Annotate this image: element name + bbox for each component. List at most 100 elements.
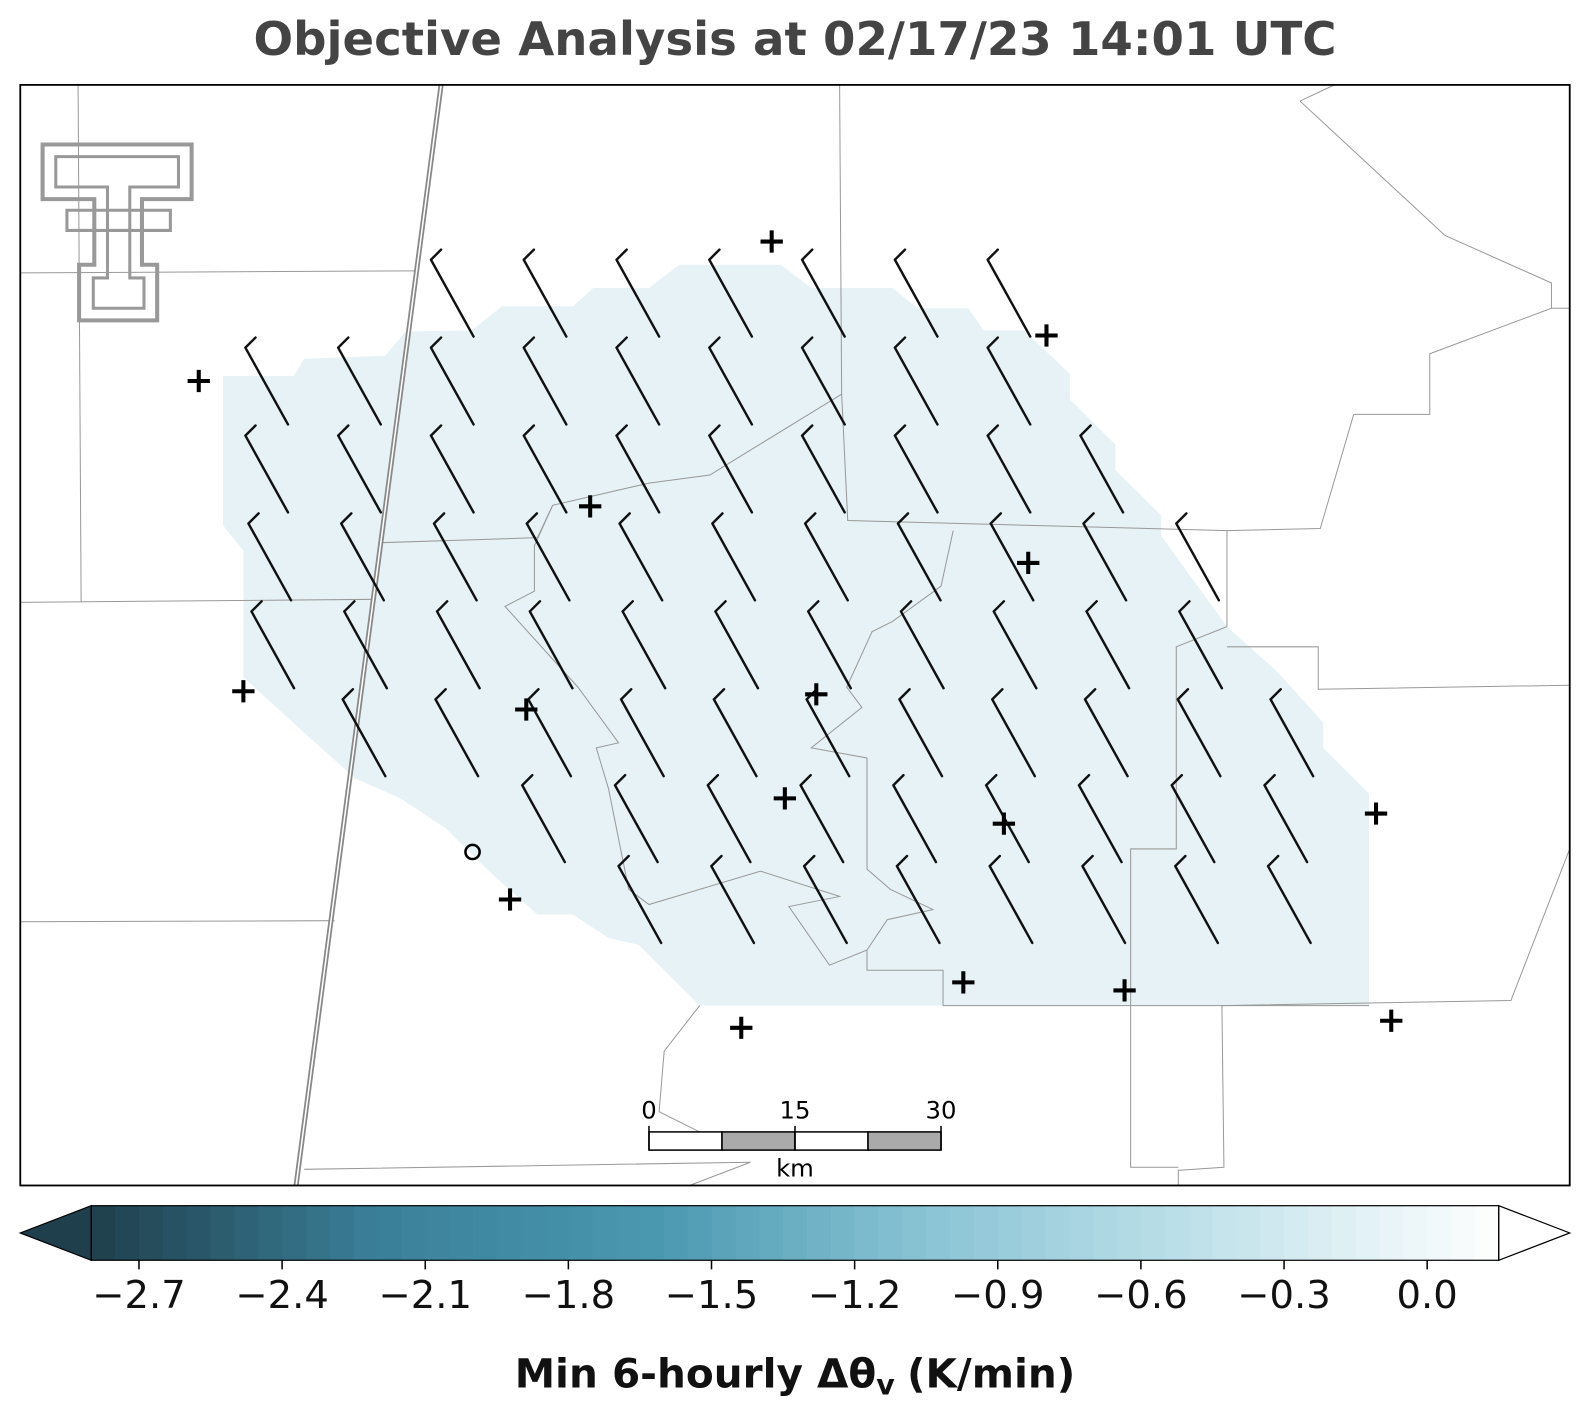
scale-segment [721, 1131, 796, 1151]
label-main: Min 6-hourly Δθ [515, 1350, 877, 1398]
scale-unit: km [776, 1153, 814, 1182]
scale-tick-label: 0 [641, 1096, 656, 1125]
colorbar-segment [1093, 1205, 1118, 1261]
colorbar-segment [1284, 1205, 1309, 1261]
colorbar-segment [282, 1205, 307, 1261]
colorbar-segment [830, 1205, 856, 1261]
station-marker [498, 888, 522, 911]
colorbar-segment [305, 1205, 331, 1261]
wind-barb [522, 248, 568, 338]
colorbar-segment [329, 1205, 355, 1261]
wind-barb [989, 512, 1035, 602]
colorbar-segment [997, 1205, 1023, 1261]
colorbar-segment [854, 1205, 880, 1261]
wind-barb [1085, 600, 1131, 690]
colorbar-segment [616, 1205, 641, 1261]
map-area [19, 83, 1571, 1187]
colorbar-segment [1188, 1205, 1214, 1261]
wind-barb [1082, 512, 1128, 602]
wind-barb [988, 854, 1034, 945]
station-marker [773, 787, 797, 810]
wind-barb [714, 600, 760, 690]
wind-barb [800, 424, 846, 514]
colorbar-segment [926, 1205, 951, 1261]
wind-barb [619, 688, 665, 778]
colorbar-segment [950, 1205, 975, 1261]
wind-barb [893, 336, 939, 426]
wind-barb [806, 600, 852, 690]
wind-barb [899, 600, 945, 690]
colorbar-segment [472, 1205, 498, 1261]
colorbar-segment [1379, 1205, 1404, 1261]
colorbar-segment [1236, 1205, 1261, 1261]
wind-barb [800, 248, 846, 338]
wind-barb [336, 424, 382, 514]
wind-barb [615, 424, 661, 514]
colorbar-segment [449, 1205, 474, 1261]
colorbar-segment [878, 1205, 903, 1261]
station-marker [992, 812, 1016, 835]
colorbar-segment [138, 1205, 164, 1261]
colorbar-segment [806, 1205, 832, 1261]
colorbar-tick-label: −0.9 [951, 1273, 1045, 1318]
colorbar-segment [1045, 1205, 1070, 1261]
colorbar-segment [1212, 1205, 1237, 1261]
wind-barb [986, 424, 1032, 514]
colorbar-segment [401, 1205, 426, 1261]
station-marker [1113, 979, 1136, 1002]
colorbar-extend-high [1498, 1204, 1572, 1262]
wind-barb [1269, 688, 1315, 778]
station-marker [515, 698, 538, 721]
colorbar-segment [711, 1205, 736, 1261]
colorbar-segment [353, 1205, 379, 1261]
colorbar-segment [234, 1205, 259, 1261]
wind-barb [522, 424, 568, 514]
wind-barb [613, 773, 659, 864]
wind-barb [618, 512, 664, 602]
colorbar-segment [258, 1205, 283, 1261]
colorbar-segment [1164, 1205, 1190, 1261]
colorbar-segment [377, 1205, 402, 1261]
scale-segment [648, 1131, 723, 1151]
colorbar-segment [425, 1205, 450, 1261]
colorbar-segment [568, 1205, 593, 1261]
colorbar-tick-label: −0.6 [1094, 1273, 1188, 1318]
wind-barb [712, 688, 758, 778]
colorbar-segment [115, 1205, 140, 1261]
wind-barb [617, 854, 663, 945]
wind-barb [525, 512, 571, 602]
colorbar-tick-label: −1.5 [665, 1273, 759, 1318]
colorbar-segment [663, 1205, 689, 1261]
colorbar-segment [91, 1205, 116, 1261]
colorbar-segment [973, 1205, 999, 1261]
colorbar-segment [162, 1205, 188, 1261]
colorbar-tick-label: −2.1 [378, 1273, 472, 1318]
scale-tick-label: 30 [926, 1096, 957, 1125]
station-marker [952, 971, 975, 994]
wind-barb [336, 336, 382, 426]
wind-barb [802, 854, 848, 945]
colorbar-tick-label: −0.3 [1237, 1273, 1331, 1318]
title: Objective Analysis at 02/17/23 14:01 UTC [253, 12, 1336, 66]
station-marker [1380, 1009, 1403, 1032]
wind-barb [1083, 688, 1129, 778]
wind-barb [708, 424, 754, 514]
wind-barb [708, 336, 754, 426]
wind-barb [341, 688, 387, 778]
scale-bar: km 0 15 30 [641, 1096, 956, 1183]
wind-barb [1174, 854, 1220, 945]
wind-barb [429, 424, 475, 514]
colorbar-segment [759, 1205, 784, 1261]
colorbar-segment [1355, 1205, 1381, 1261]
wind-barb [247, 512, 293, 602]
colorbar-segment [1307, 1205, 1333, 1261]
wind-barb [708, 248, 754, 338]
colorbar-segment [1021, 1205, 1047, 1261]
colorbar-segment [210, 1205, 236, 1261]
colorbar-segment [687, 1205, 713, 1261]
wind-barb [896, 512, 942, 602]
station-marker [1017, 551, 1040, 575]
colorbar-segment [1331, 1205, 1357, 1261]
wind-barb [1077, 773, 1123, 864]
wind-barb [250, 600, 296, 690]
